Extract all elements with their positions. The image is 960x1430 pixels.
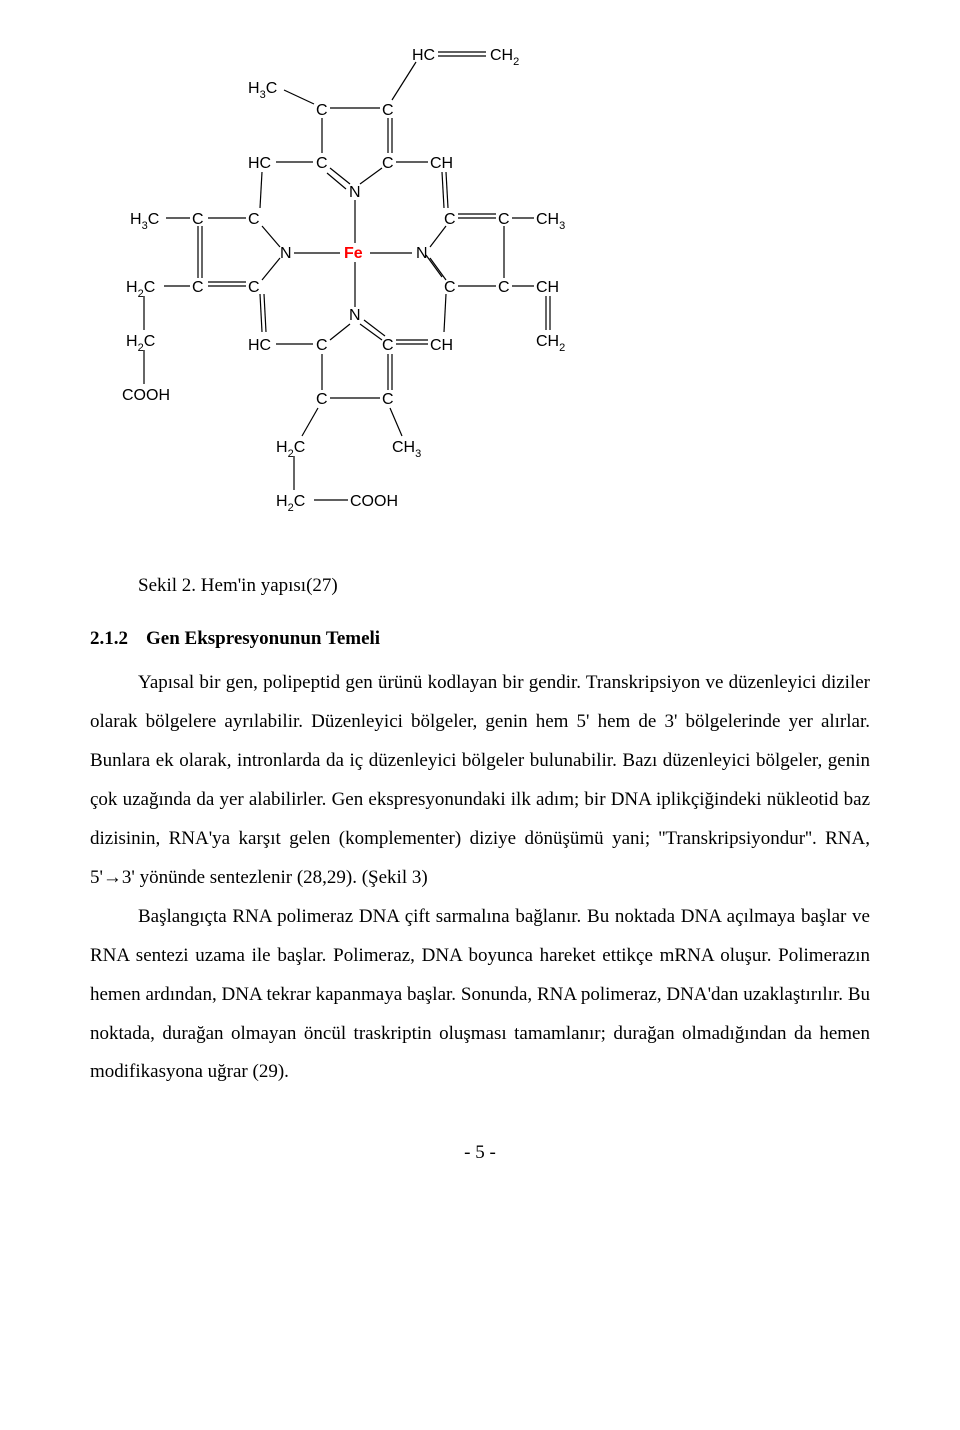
ch2-right: CH2 [536, 333, 565, 354]
c-r-b: C [444, 279, 456, 296]
h2c-bot2: H2C [276, 493, 305, 514]
section-number: 2.1.2 [90, 628, 128, 650]
paragraph-1: Yapısal bir gen, polipeptid gen ürünü ko… [90, 664, 870, 898]
n-left: N [280, 245, 292, 262]
section-title: Gen Ekspresyonunun Temeli [146, 628, 380, 649]
c-top-l: C [316, 155, 328, 172]
c-b-l: C [316, 337, 328, 354]
c-l-b2: C [192, 279, 204, 296]
ch3-right: CH3 [536, 211, 565, 232]
c-r-t: C [444, 211, 456, 228]
cooh-left: COOH [122, 387, 170, 404]
c-top-r: C [382, 155, 394, 172]
c-b-r: C [382, 337, 394, 354]
c-b-r2: C [382, 391, 394, 408]
hc-top: HC [412, 47, 435, 64]
n-right: N [416, 245, 428, 262]
heme-svg: Fe N N N N C C C C H3C [120, 0, 590, 540]
ch-right: CH [536, 279, 559, 296]
page-number: - 5 - [90, 1142, 870, 1164]
cooh-bot: COOH [350, 493, 398, 510]
section-heading: 2.1.2 Gen Ekspresyonunun Temeli [90, 628, 870, 650]
c-l-t2: C [192, 211, 204, 228]
h2c-bot: H2C [276, 439, 305, 460]
c-b-l2: C [316, 391, 328, 408]
ch-bot-meso-r: CH [430, 337, 453, 354]
hc-top-meso-l: HC [248, 155, 271, 172]
paragraph-2: Başlangıçta RNA polimeraz DNA çift sarma… [90, 898, 870, 1093]
ch2-top: CH2 [490, 47, 519, 68]
ch3-bot: CH3 [392, 439, 421, 460]
hc-bot-meso-l: HC [248, 337, 271, 354]
c-l-t: C [248, 211, 260, 228]
fe-label: Fe [344, 245, 363, 262]
h3c-top: H3C [248, 80, 277, 101]
c-top-r2: C [382, 102, 394, 119]
h2c-left2: H2C [126, 333, 155, 354]
c-r-t2: C [498, 211, 510, 228]
c-l-b: C [248, 279, 260, 296]
c-top-l2: C [316, 102, 328, 119]
h3c-left: H3C [130, 211, 159, 232]
n-bottom: N [349, 307, 361, 324]
heme-structure-diagram: Fe N N N N C C C C H3C [90, 0, 900, 540]
n-top: N [349, 184, 361, 201]
h2c-left: H2C [126, 279, 155, 300]
c-r-b2: C [498, 279, 510, 296]
figure-caption: Sekil 2. Hem'in yapısı(27) [90, 568, 870, 604]
ch-top-meso-r: CH [430, 155, 453, 172]
